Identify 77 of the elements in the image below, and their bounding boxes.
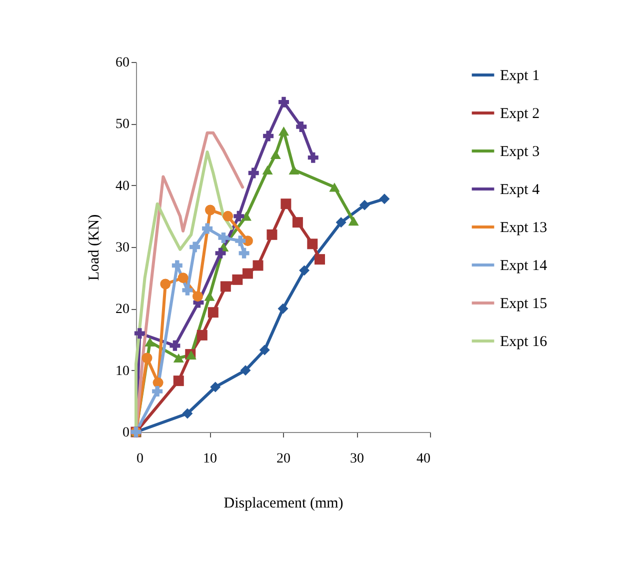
point (348, 216, 359, 226)
point (202, 223, 213, 234)
point (248, 168, 259, 178)
x-tick-label: 0 (136, 452, 144, 466)
point (152, 377, 164, 388)
point (314, 254, 325, 265)
point (259, 344, 270, 356)
legend-label: Expt 2 (500, 106, 540, 122)
legend-label: Expt 15 (500, 296, 548, 312)
y-tick-label: 60 (116, 56, 130, 70)
point (218, 232, 229, 243)
x-tick-label: 30 (350, 452, 364, 466)
point (379, 194, 390, 204)
point (134, 328, 145, 339)
y-tick-label: 0 (122, 426, 130, 440)
y-tick-label: 10 (116, 364, 130, 379)
point (172, 260, 182, 271)
point (263, 130, 274, 142)
point (204, 204, 216, 216)
y-tick-label: 40 (116, 178, 130, 194)
point (242, 268, 253, 279)
point (196, 330, 208, 340)
legend-label: Expt 14 (500, 258, 548, 274)
x-tick-label: 20 (276, 452, 290, 466)
point (235, 236, 246, 246)
point (336, 217, 346, 228)
point (278, 96, 289, 108)
point (182, 284, 193, 296)
point (160, 278, 171, 290)
point (170, 340, 180, 351)
point (222, 210, 234, 222)
point (178, 272, 188, 284)
point (240, 365, 251, 376)
point (270, 150, 281, 160)
point (280, 198, 292, 210)
legend-label: Expt 4 (500, 182, 540, 198)
point (144, 337, 156, 347)
point (262, 165, 273, 174)
point (152, 386, 163, 397)
point (278, 126, 289, 136)
point (190, 242, 200, 252)
x-tick-label: 40 (416, 452, 430, 466)
point (292, 217, 303, 228)
legend-label: Expt 16 (500, 334, 548, 350)
point (182, 408, 193, 419)
point (329, 182, 340, 192)
x-axis-title: Displacement (mm) (224, 496, 344, 512)
point (204, 292, 215, 301)
legend-label: Expt 13 (500, 220, 548, 236)
point (232, 274, 243, 285)
point (359, 200, 370, 210)
point (288, 165, 300, 174)
point (208, 307, 218, 318)
point (299, 265, 310, 276)
point (278, 303, 288, 314)
x-tick-label: 10 (203, 452, 217, 466)
point (308, 152, 318, 163)
point (234, 210, 244, 222)
point (266, 229, 278, 240)
point (210, 382, 221, 392)
y-tick-label: 30 (116, 240, 130, 256)
point (215, 248, 226, 258)
legend-label: Expt 3 (500, 144, 540, 160)
point (173, 376, 184, 386)
legend-label: Expt 1 (500, 68, 540, 84)
y-axis-title: Load (KN) (86, 214, 102, 281)
point (220, 281, 231, 292)
point (173, 353, 184, 363)
point (241, 212, 252, 221)
point (296, 122, 307, 132)
point (192, 291, 203, 302)
point (238, 248, 250, 258)
y-tick-label: 50 (116, 117, 130, 132)
point (252, 260, 264, 271)
y-tick-label: 20 (116, 302, 130, 318)
point (307, 238, 318, 250)
point (142, 352, 152, 364)
